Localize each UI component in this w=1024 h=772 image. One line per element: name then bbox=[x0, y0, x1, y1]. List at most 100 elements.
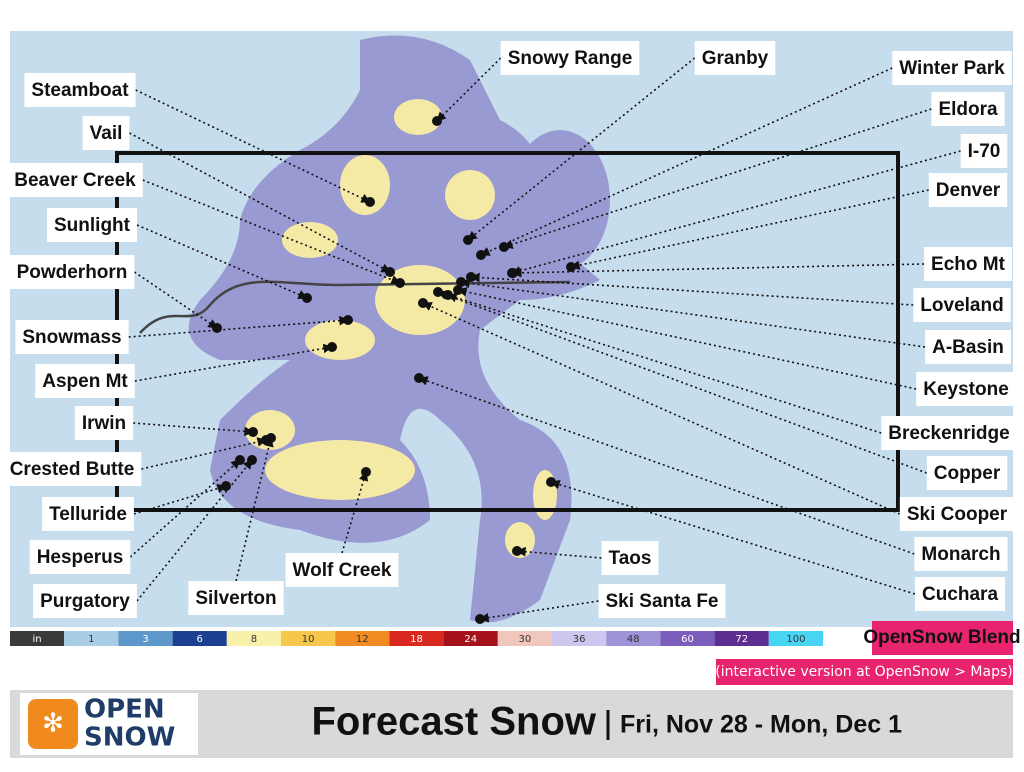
legend-cell bbox=[64, 631, 119, 646]
leader-line bbox=[135, 89, 371, 203]
logo-flake: ✻ bbox=[42, 709, 64, 739]
note: (interactive version at OpenSnow > Maps) bbox=[715, 664, 1012, 680]
label-box bbox=[925, 330, 1011, 364]
label: Breckenridge bbox=[888, 423, 1009, 444]
resort-dot bbox=[395, 278, 405, 288]
label-boxes: Steamboat Vail Beaver Creek Sunlight Powderh… bbox=[2, 41, 1017, 618]
label: Ski Cooper bbox=[907, 504, 1008, 525]
resort-dot bbox=[466, 272, 476, 282]
label-box bbox=[881, 416, 1017, 450]
leader-line bbox=[550, 479, 916, 595]
label: Hesperus bbox=[37, 547, 124, 568]
label-box bbox=[960, 134, 1008, 168]
label: Monarch bbox=[921, 544, 1000, 565]
resort-dot bbox=[212, 323, 222, 333]
resort-dot bbox=[343, 315, 353, 325]
label-box bbox=[7, 163, 143, 197]
leader-lines bbox=[128, 57, 961, 623]
leader-line bbox=[570, 189, 929, 270]
leader-line bbox=[457, 287, 917, 390]
snow-heavy bbox=[245, 99, 557, 558]
label: Sunlight bbox=[54, 215, 131, 236]
resort-dot bbox=[456, 277, 466, 287]
resort-dot bbox=[512, 546, 522, 556]
label: Steamboat bbox=[31, 80, 129, 101]
leader-line bbox=[133, 271, 218, 329]
resort-dot bbox=[221, 481, 231, 491]
label: Snowy Range bbox=[508, 48, 633, 69]
note-badge bbox=[716, 659, 1013, 685]
legend-cell bbox=[335, 631, 390, 646]
highway bbox=[139, 280, 571, 334]
resort-dot bbox=[266, 433, 276, 443]
leader-line bbox=[447, 293, 882, 434]
legend-cell bbox=[497, 631, 552, 646]
label: Eldora bbox=[938, 99, 998, 120]
legend-value: 36 bbox=[573, 634, 586, 645]
legend-cell bbox=[389, 631, 444, 646]
label-box bbox=[15, 320, 129, 354]
label-box bbox=[914, 577, 1006, 611]
legend-value: 24 bbox=[464, 634, 477, 645]
legend-value: 3 bbox=[142, 634, 148, 645]
leader-line bbox=[470, 272, 914, 306]
label-box bbox=[47, 208, 137, 242]
label-box bbox=[188, 581, 284, 615]
label-box bbox=[35, 364, 135, 398]
legend-cell bbox=[606, 631, 661, 646]
label: Cuchara bbox=[922, 584, 998, 605]
resort-dot bbox=[432, 116, 442, 126]
model-name: OpenSnow Blend bbox=[863, 627, 1020, 648]
resort-dot bbox=[248, 427, 258, 437]
resort-dot bbox=[361, 467, 371, 477]
leader-line bbox=[136, 224, 308, 300]
label-box bbox=[285, 553, 399, 587]
resort-dots bbox=[212, 116, 576, 624]
label: Silverton bbox=[195, 588, 276, 609]
legend-cell bbox=[714, 631, 769, 646]
label: Keystone bbox=[923, 379, 1009, 400]
label: Echo Mt bbox=[931, 254, 1006, 275]
label-box bbox=[916, 372, 1016, 406]
label-box bbox=[899, 497, 1015, 531]
title: Forecast Snow bbox=[311, 700, 596, 744]
label-box bbox=[931, 92, 1005, 126]
legend-value: 1 bbox=[88, 634, 94, 645]
logo-icon bbox=[28, 699, 78, 749]
label-box bbox=[892, 51, 1012, 85]
label-box bbox=[500, 41, 640, 75]
label-box bbox=[9, 255, 135, 289]
label: Powderhorn bbox=[17, 262, 128, 283]
label: Taos bbox=[609, 548, 652, 569]
label-box bbox=[29, 540, 131, 574]
legend-value: 30 bbox=[519, 634, 532, 645]
leader-line bbox=[136, 459, 253, 602]
legend-value: 8 bbox=[251, 634, 257, 645]
resort-dot bbox=[463, 235, 473, 245]
leader-line bbox=[437, 290, 928, 474]
label: Vail bbox=[90, 123, 123, 144]
resort-dot bbox=[433, 287, 443, 297]
resort-dot bbox=[235, 455, 245, 465]
legend-value: 18 bbox=[410, 634, 423, 645]
label: Granby bbox=[702, 48, 769, 69]
label-box bbox=[926, 456, 1008, 490]
label-box bbox=[924, 247, 1012, 281]
legend-value: 12 bbox=[356, 634, 369, 645]
logo-top: OPEN bbox=[84, 695, 165, 725]
legend-cell bbox=[172, 631, 227, 646]
label: Aspen Mt bbox=[42, 371, 128, 392]
label: Loveland bbox=[920, 295, 1003, 316]
legend-value: 100 bbox=[786, 634, 805, 645]
legend-value: 48 bbox=[627, 634, 640, 645]
legend-value: 10 bbox=[302, 634, 315, 645]
dates: Fri, Nov 28 - Mon, Dec 1 bbox=[620, 711, 902, 739]
resort-dot bbox=[418, 298, 428, 308]
resort-dot bbox=[508, 268, 518, 278]
label: Telluride bbox=[49, 504, 127, 525]
legend: in 1 3 6 8 10 12 18 24 30 36 48 60 72 100 bbox=[10, 631, 823, 646]
label-box bbox=[928, 173, 1008, 207]
resort-dot bbox=[453, 285, 463, 295]
leader-line bbox=[480, 67, 893, 256]
